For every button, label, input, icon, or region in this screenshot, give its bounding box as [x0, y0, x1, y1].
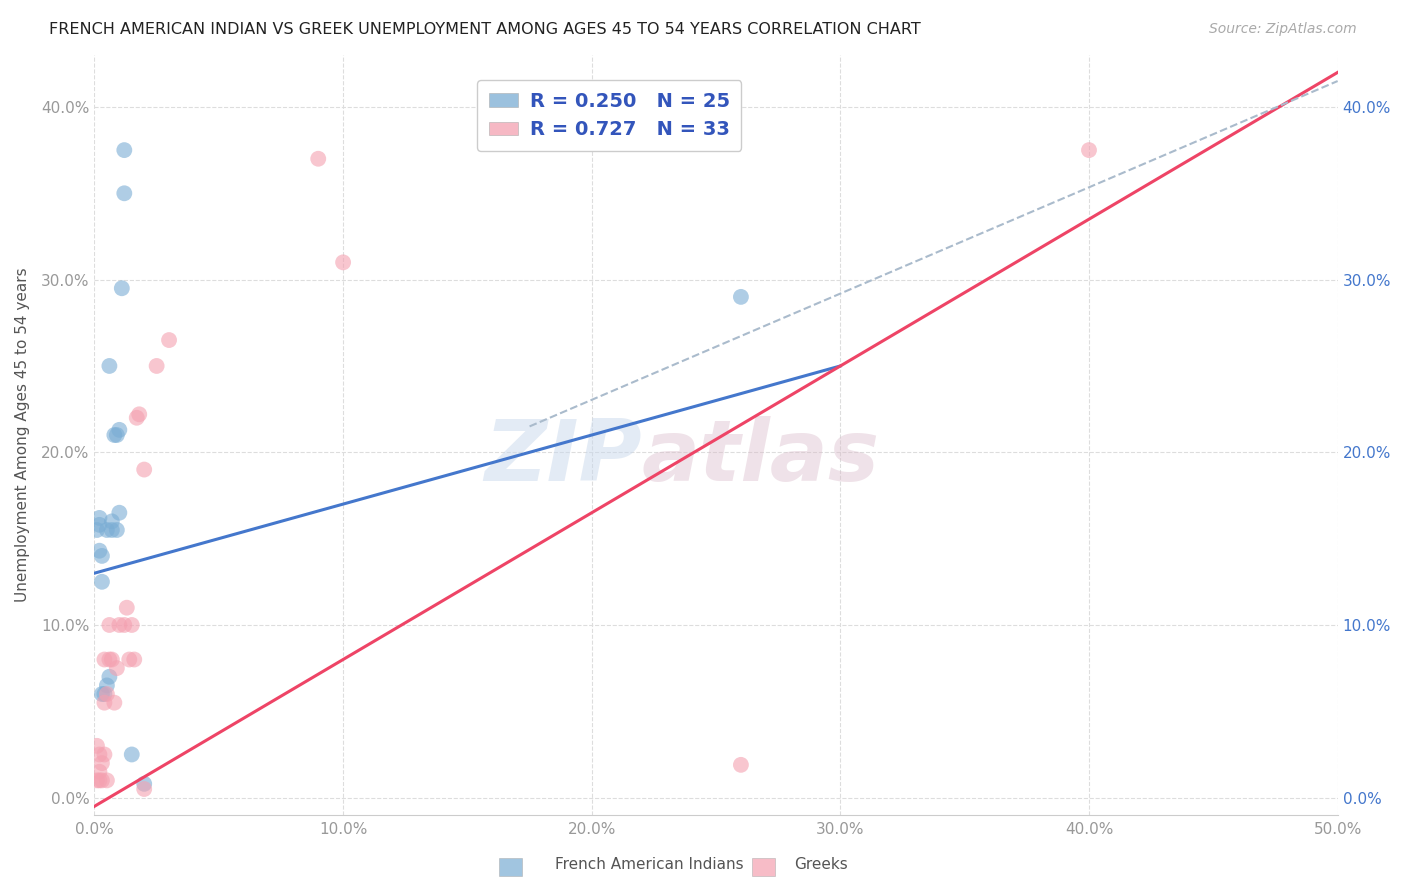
Point — [121, 618, 143, 632]
Point — [125, 410, 148, 425]
Point — [134, 777, 156, 791]
Point — [1078, 143, 1101, 157]
Point — [122, 652, 145, 666]
Point — [93, 747, 115, 762]
Point — [128, 407, 150, 421]
Point — [90, 574, 112, 589]
Text: atlas: atlas — [641, 417, 880, 500]
Point — [103, 428, 125, 442]
Text: FRENCH AMERICAN INDIAN VS GREEK UNEMPLOYMENT AMONG AGES 45 TO 54 YEARS CORRELATI: FRENCH AMERICAN INDIAN VS GREEK UNEMPLOY… — [49, 22, 921, 37]
Point — [89, 747, 111, 762]
Point — [89, 773, 111, 788]
Point — [98, 359, 121, 373]
Point — [86, 523, 108, 537]
Point — [111, 281, 134, 295]
Point — [118, 652, 141, 666]
Point — [108, 423, 131, 437]
Point — [101, 514, 124, 528]
Point — [96, 687, 118, 701]
Point — [134, 782, 156, 797]
Point — [96, 678, 118, 692]
Point — [96, 773, 118, 788]
Point — [89, 764, 111, 779]
Point — [105, 661, 128, 675]
Point — [145, 359, 167, 373]
Point — [93, 696, 115, 710]
Point — [112, 186, 135, 201]
Point — [89, 517, 111, 532]
Point — [86, 739, 108, 753]
Point — [115, 600, 138, 615]
Point — [93, 687, 115, 701]
Point — [108, 618, 131, 632]
Text: Source: ZipAtlas.com: Source: ZipAtlas.com — [1209, 22, 1357, 37]
Point — [90, 687, 112, 701]
Point — [89, 511, 111, 525]
Point — [89, 543, 111, 558]
Point — [93, 652, 115, 666]
Y-axis label: Unemployment Among Ages 45 to 54 years: Unemployment Among Ages 45 to 54 years — [15, 268, 30, 602]
Point — [134, 462, 156, 476]
Point — [96, 523, 118, 537]
Point — [103, 696, 125, 710]
Point — [86, 773, 108, 788]
Point — [332, 255, 354, 269]
Point — [90, 756, 112, 771]
Point — [730, 290, 752, 304]
Point — [307, 152, 329, 166]
Point — [157, 333, 180, 347]
Point — [90, 773, 112, 788]
Point — [105, 523, 128, 537]
Point — [112, 618, 135, 632]
Text: French American Indians: French American Indians — [555, 857, 744, 872]
Point — [98, 670, 121, 684]
Point — [98, 652, 121, 666]
Point — [101, 652, 124, 666]
Point — [98, 618, 121, 632]
Point — [108, 506, 131, 520]
Point — [90, 549, 112, 563]
Point — [121, 747, 143, 762]
Legend: R = 0.250   N = 25, R = 0.727   N = 33: R = 0.250 N = 25, R = 0.727 N = 33 — [477, 80, 741, 151]
Point — [730, 757, 752, 772]
Text: Greeks: Greeks — [794, 857, 848, 872]
Point — [105, 428, 128, 442]
Point — [101, 523, 124, 537]
Text: ZIP: ZIP — [484, 417, 641, 500]
Point — [112, 143, 135, 157]
